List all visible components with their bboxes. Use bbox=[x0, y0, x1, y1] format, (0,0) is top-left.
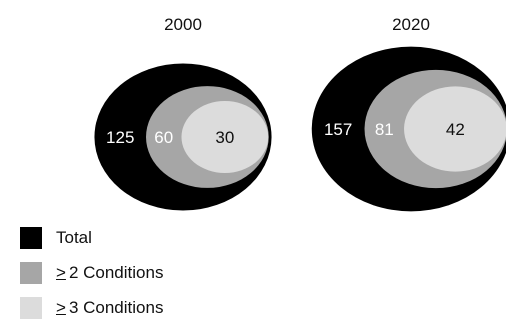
legend-symbol-3-conditions: > bbox=[56, 298, 66, 317]
legend-symbol-2-conditions: > bbox=[56, 263, 66, 282]
value-label-2000-3-conditions: 30 bbox=[215, 128, 234, 147]
legend-swatch-total bbox=[20, 227, 42, 249]
panel-title-2000: 2000 bbox=[164, 15, 202, 34]
ellipse-2020-3-conditions bbox=[404, 86, 506, 172]
value-label-2020-2-conditions: 81 bbox=[375, 120, 394, 139]
value-label-2000-total: 125 bbox=[106, 128, 134, 147]
legend-label-2-conditions: >2 Conditions bbox=[56, 263, 163, 283]
legend-text-3-conditions: 3 Conditions bbox=[68, 298, 164, 317]
legend-swatch-2-conditions bbox=[20, 262, 42, 284]
legend-item-2-conditions: >2 Conditions bbox=[20, 261, 163, 285]
value-label-2020-3-conditions: 42 bbox=[446, 120, 465, 139]
legend-label-3-conditions: >3 Conditions bbox=[56, 298, 163, 318]
legend: Total >2 Conditions >3 Conditions bbox=[20, 226, 163, 331]
ellipse-2000-3-conditions bbox=[181, 100, 269, 174]
legend-item-total: Total bbox=[20, 226, 163, 250]
legend-item-3-conditions: >3 Conditions bbox=[20, 296, 163, 320]
legend-swatch-3-conditions bbox=[20, 297, 42, 319]
panel-title-2020: 2020 bbox=[392, 15, 430, 34]
legend-label-total: Total bbox=[56, 228, 92, 247]
value-label-2020-total: 157 bbox=[324, 120, 352, 139]
value-label-2000-2-conditions: 60 bbox=[154, 128, 173, 147]
legend-text-2-conditions: 2 Conditions bbox=[68, 263, 164, 282]
